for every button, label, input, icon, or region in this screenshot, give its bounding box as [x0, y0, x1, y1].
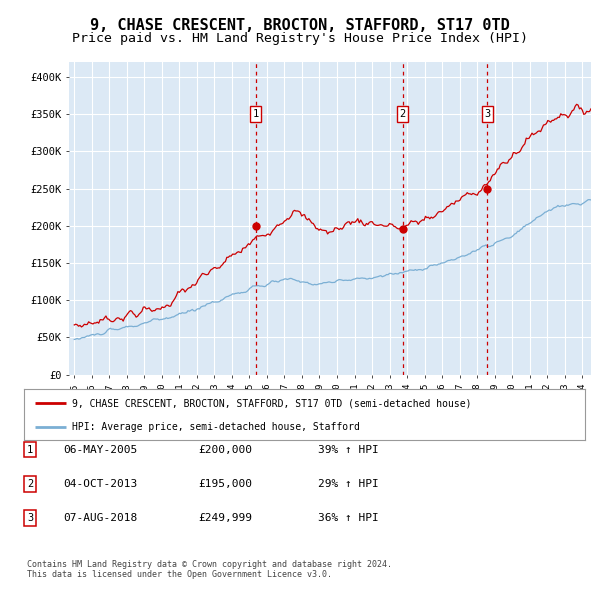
Text: 2: 2 [400, 109, 406, 119]
Text: 9, CHASE CRESCENT, BROCTON, STAFFORD, ST17 0TD: 9, CHASE CRESCENT, BROCTON, STAFFORD, ST… [90, 18, 510, 32]
Text: 36% ↑ HPI: 36% ↑ HPI [318, 513, 379, 523]
Text: 39% ↑ HPI: 39% ↑ HPI [318, 445, 379, 454]
Text: HPI: Average price, semi-detached house, Stafford: HPI: Average price, semi-detached house,… [71, 422, 359, 432]
Text: 9, CHASE CRESCENT, BROCTON, STAFFORD, ST17 0TD (semi-detached house): 9, CHASE CRESCENT, BROCTON, STAFFORD, ST… [71, 398, 471, 408]
Text: £249,999: £249,999 [198, 513, 252, 523]
Text: 07-AUG-2018: 07-AUG-2018 [63, 513, 137, 523]
Text: Price paid vs. HM Land Registry's House Price Index (HPI): Price paid vs. HM Land Registry's House … [72, 32, 528, 45]
Text: Contains HM Land Registry data © Crown copyright and database right 2024.
This d: Contains HM Land Registry data © Crown c… [27, 560, 392, 579]
Text: 06-MAY-2005: 06-MAY-2005 [63, 445, 137, 454]
Text: 29% ↑ HPI: 29% ↑ HPI [318, 479, 379, 489]
Text: £195,000: £195,000 [198, 479, 252, 489]
Text: 04-OCT-2013: 04-OCT-2013 [63, 479, 137, 489]
Text: 2: 2 [27, 479, 33, 489]
Text: 1: 1 [27, 445, 33, 454]
Text: £200,000: £200,000 [198, 445, 252, 454]
Text: 1: 1 [253, 109, 259, 119]
Text: 3: 3 [27, 513, 33, 523]
Text: 3: 3 [484, 109, 490, 119]
